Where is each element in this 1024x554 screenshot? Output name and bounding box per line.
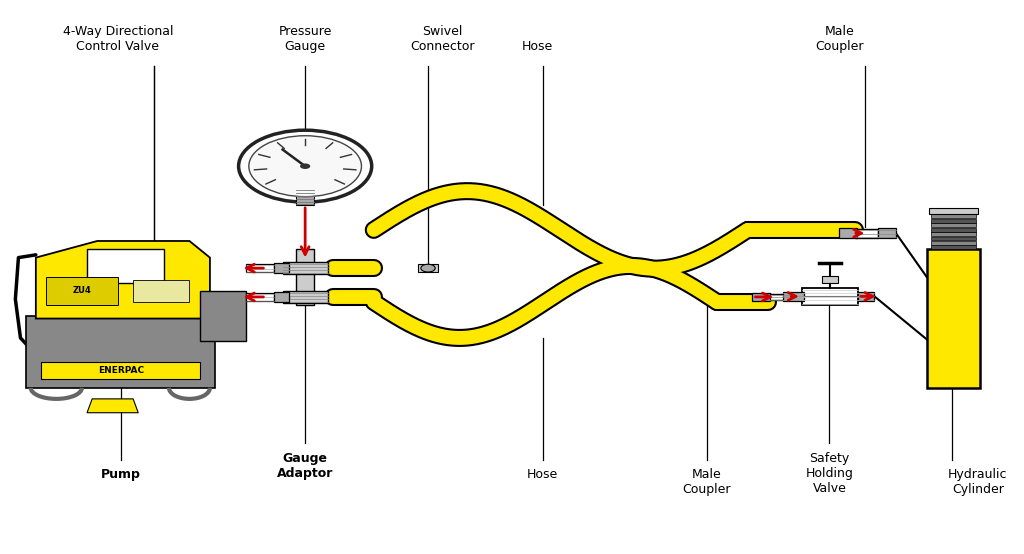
Text: Pressure
Gauge: Pressure Gauge bbox=[279, 24, 332, 53]
Bar bbox=[41, 362, 200, 379]
Bar bbox=[858, 292, 874, 301]
Bar bbox=[246, 264, 274, 272]
Text: Male
Coupler: Male Coupler bbox=[815, 24, 864, 53]
Polygon shape bbox=[36, 241, 210, 319]
Bar bbox=[296, 188, 314, 205]
Polygon shape bbox=[87, 399, 138, 413]
Bar bbox=[931, 223, 976, 227]
Bar bbox=[274, 263, 289, 273]
Text: 4-Way Directional
Control Valve: 4-Way Directional Control Valve bbox=[62, 24, 173, 53]
Text: ZU4: ZU4 bbox=[73, 286, 91, 295]
Bar bbox=[927, 249, 980, 388]
Text: Swivel
Connector: Swivel Connector bbox=[411, 24, 474, 53]
Bar bbox=[931, 245, 976, 249]
Bar bbox=[929, 208, 978, 214]
Text: Safety
Holding
Valve: Safety Holding Valve bbox=[806, 452, 853, 495]
Text: ENERPAC: ENERPAC bbox=[97, 366, 144, 375]
Text: Male
Coupler: Male Coupler bbox=[682, 468, 731, 496]
Bar bbox=[878, 228, 896, 238]
Bar bbox=[931, 228, 976, 232]
Bar bbox=[274, 292, 289, 302]
Bar bbox=[26, 316, 215, 388]
Bar bbox=[783, 292, 804, 301]
Bar bbox=[246, 293, 274, 301]
Bar bbox=[752, 293, 770, 301]
Text: Pump: Pump bbox=[101, 468, 140, 481]
Bar bbox=[283, 262, 328, 274]
Text: Gauge
Adaptor: Gauge Adaptor bbox=[276, 452, 334, 480]
Bar bbox=[802, 288, 858, 305]
Bar bbox=[200, 291, 246, 341]
Bar bbox=[931, 232, 976, 236]
Bar bbox=[839, 228, 857, 238]
Bar bbox=[133, 280, 189, 302]
Bar bbox=[418, 264, 438, 272]
Text: Hydraulic
Cylinder: Hydraulic Cylinder bbox=[948, 468, 1008, 496]
Bar bbox=[821, 276, 839, 283]
Text: Hose: Hose bbox=[522, 40, 553, 53]
Bar bbox=[768, 294, 794, 300]
Bar bbox=[931, 219, 976, 223]
Circle shape bbox=[249, 136, 361, 197]
Bar bbox=[46, 277, 118, 305]
Bar bbox=[296, 249, 314, 305]
Bar bbox=[283, 291, 328, 303]
Bar bbox=[855, 229, 878, 238]
Bar bbox=[931, 241, 976, 245]
Circle shape bbox=[421, 264, 435, 272]
Bar bbox=[931, 214, 976, 218]
Circle shape bbox=[300, 163, 310, 169]
Text: Hose: Hose bbox=[527, 468, 558, 481]
Bar bbox=[931, 237, 976, 240]
Bar bbox=[87, 249, 164, 283]
Circle shape bbox=[239, 130, 372, 202]
